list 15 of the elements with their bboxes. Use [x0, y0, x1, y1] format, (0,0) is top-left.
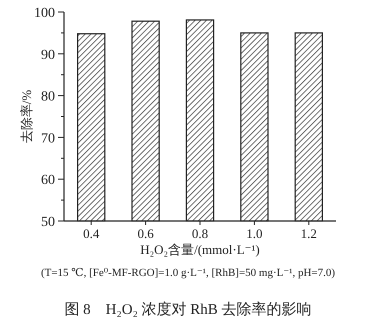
- y-tick-label: 50: [41, 215, 55, 230]
- text: 图 8 H₂O₂ 浓度对 RhB 去除率的影响: [64, 301, 312, 318]
- y-tick-label: 60: [41, 173, 55, 188]
- x-axis-title: H₂O₂含量/(mmol·L⁻¹): [140, 242, 260, 257]
- x-tick-label: 1.0: [246, 226, 263, 241]
- x-tick-label: 1.2: [300, 226, 317, 241]
- y-tick-label: 100: [34, 6, 55, 21]
- x-tick-label: 0.6: [137, 226, 154, 241]
- y-tick-label: 90: [41, 48, 55, 63]
- x-tick-label: 0.8: [192, 226, 208, 241]
- y-tick-label: 70: [41, 131, 55, 146]
- text: (T=15 ℃, [Fe⁰-MF-RGO]=1.0 g·L⁻¹, [RhB]=50 mg·L⁻¹, pH=7.0): [40, 267, 336, 279]
- y-tick-label: 80: [41, 90, 55, 105]
- x-tick-label: 0.4: [83, 226, 100, 241]
- y-axis-title: 去除率/%: [19, 90, 34, 144]
